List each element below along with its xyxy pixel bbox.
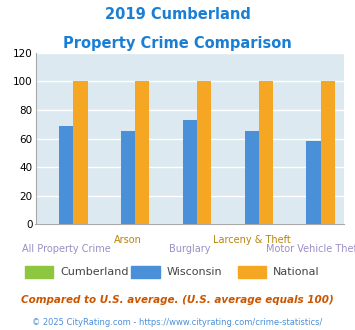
Text: Wisconsin: Wisconsin [167, 267, 223, 277]
Text: Larceny & Theft: Larceny & Theft [213, 235, 291, 245]
Text: National: National [273, 267, 320, 277]
Bar [183, 120, 197, 224]
Text: Cumberland: Cumberland [60, 267, 129, 277]
Text: Motor Vehicle Theft: Motor Vehicle Theft [266, 245, 355, 254]
Bar [245, 131, 259, 224]
Bar [259, 82, 273, 224]
Bar [73, 82, 88, 224]
Bar [135, 82, 149, 224]
Bar [197, 82, 211, 224]
Text: 2019 Cumberland: 2019 Cumberland [105, 7, 250, 21]
Text: © 2025 CityRating.com - https://www.cityrating.com/crime-statistics/: © 2025 CityRating.com - https://www.city… [32, 318, 323, 327]
Bar [321, 82, 335, 224]
Bar [121, 131, 135, 224]
Text: All Property Crime: All Property Crime [22, 245, 111, 254]
Text: Compared to U.S. average. (U.S. average equals 100): Compared to U.S. average. (U.S. average … [21, 295, 334, 305]
Bar [306, 142, 321, 224]
Text: Burglary: Burglary [169, 245, 211, 254]
Text: Arson: Arson [114, 235, 142, 245]
Bar [59, 126, 73, 224]
Text: Property Crime Comparison: Property Crime Comparison [63, 36, 292, 51]
